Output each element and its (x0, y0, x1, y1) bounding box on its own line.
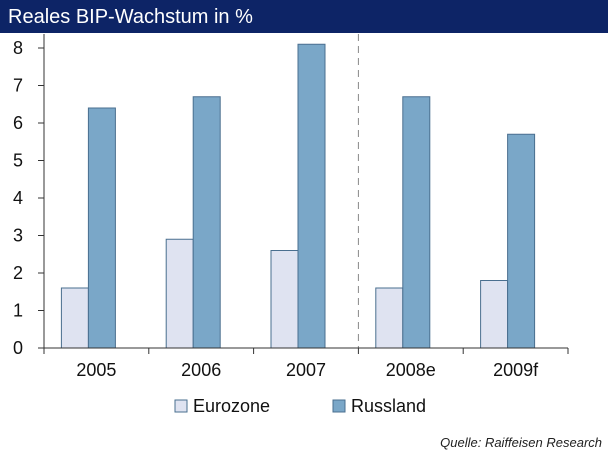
y-tick-label: 6 (13, 113, 23, 133)
y-tick-label: 1 (13, 301, 23, 321)
bar-russland-2008e (402, 96, 431, 349)
y-tick-label: 0 (13, 338, 23, 358)
bar-russland-2005 (87, 107, 116, 349)
x-tick-label: 2008e (386, 360, 436, 380)
y-tick-label: 4 (13, 188, 23, 208)
bar-russland-2006 (192, 96, 221, 349)
legend-label-eurozone: Eurozone (193, 396, 270, 416)
y-tick-label: 5 (13, 151, 23, 171)
bar-eurozone-2006 (165, 238, 194, 349)
title-bar: Reales BIP-Wachstum in % (0, 0, 608, 33)
legend-swatch-eurozone (174, 399, 188, 413)
x-tick-label: 2006 (181, 360, 221, 380)
bars-group (60, 43, 536, 349)
source-note: Quelle: Raiffeisen Research (440, 435, 602, 450)
y-tick-label: 3 (13, 226, 23, 246)
y-tick-label: 7 (13, 76, 23, 96)
legend-swatch-russland (332, 399, 346, 413)
legend: Eurozone Russland (174, 396, 426, 416)
y-axis-ticks: 0 1 2 3 4 5 6 7 8 (13, 38, 44, 358)
bar-russland-2009f (507, 133, 536, 349)
bar-eurozone-2008e (375, 287, 404, 349)
bar-russland-2007 (297, 43, 326, 349)
y-tick-label: 8 (13, 38, 23, 58)
bar-eurozone-2009f (480, 280, 509, 349)
bar-eurozone-2007 (270, 250, 299, 349)
legend-label-russland: Russland (351, 396, 426, 416)
x-tick-label: 2007 (286, 360, 326, 380)
x-tick-label: 2009f (493, 360, 539, 380)
chart-title: Reales BIP-Wachstum in % (8, 6, 253, 28)
axes (43, 34, 569, 354)
bar-eurozone-2005 (60, 287, 89, 349)
x-axis-labels: 2005 2006 2007 2008e 2009f (76, 360, 539, 380)
x-tick-label: 2005 (76, 360, 116, 380)
y-tick-label: 2 (13, 263, 23, 283)
